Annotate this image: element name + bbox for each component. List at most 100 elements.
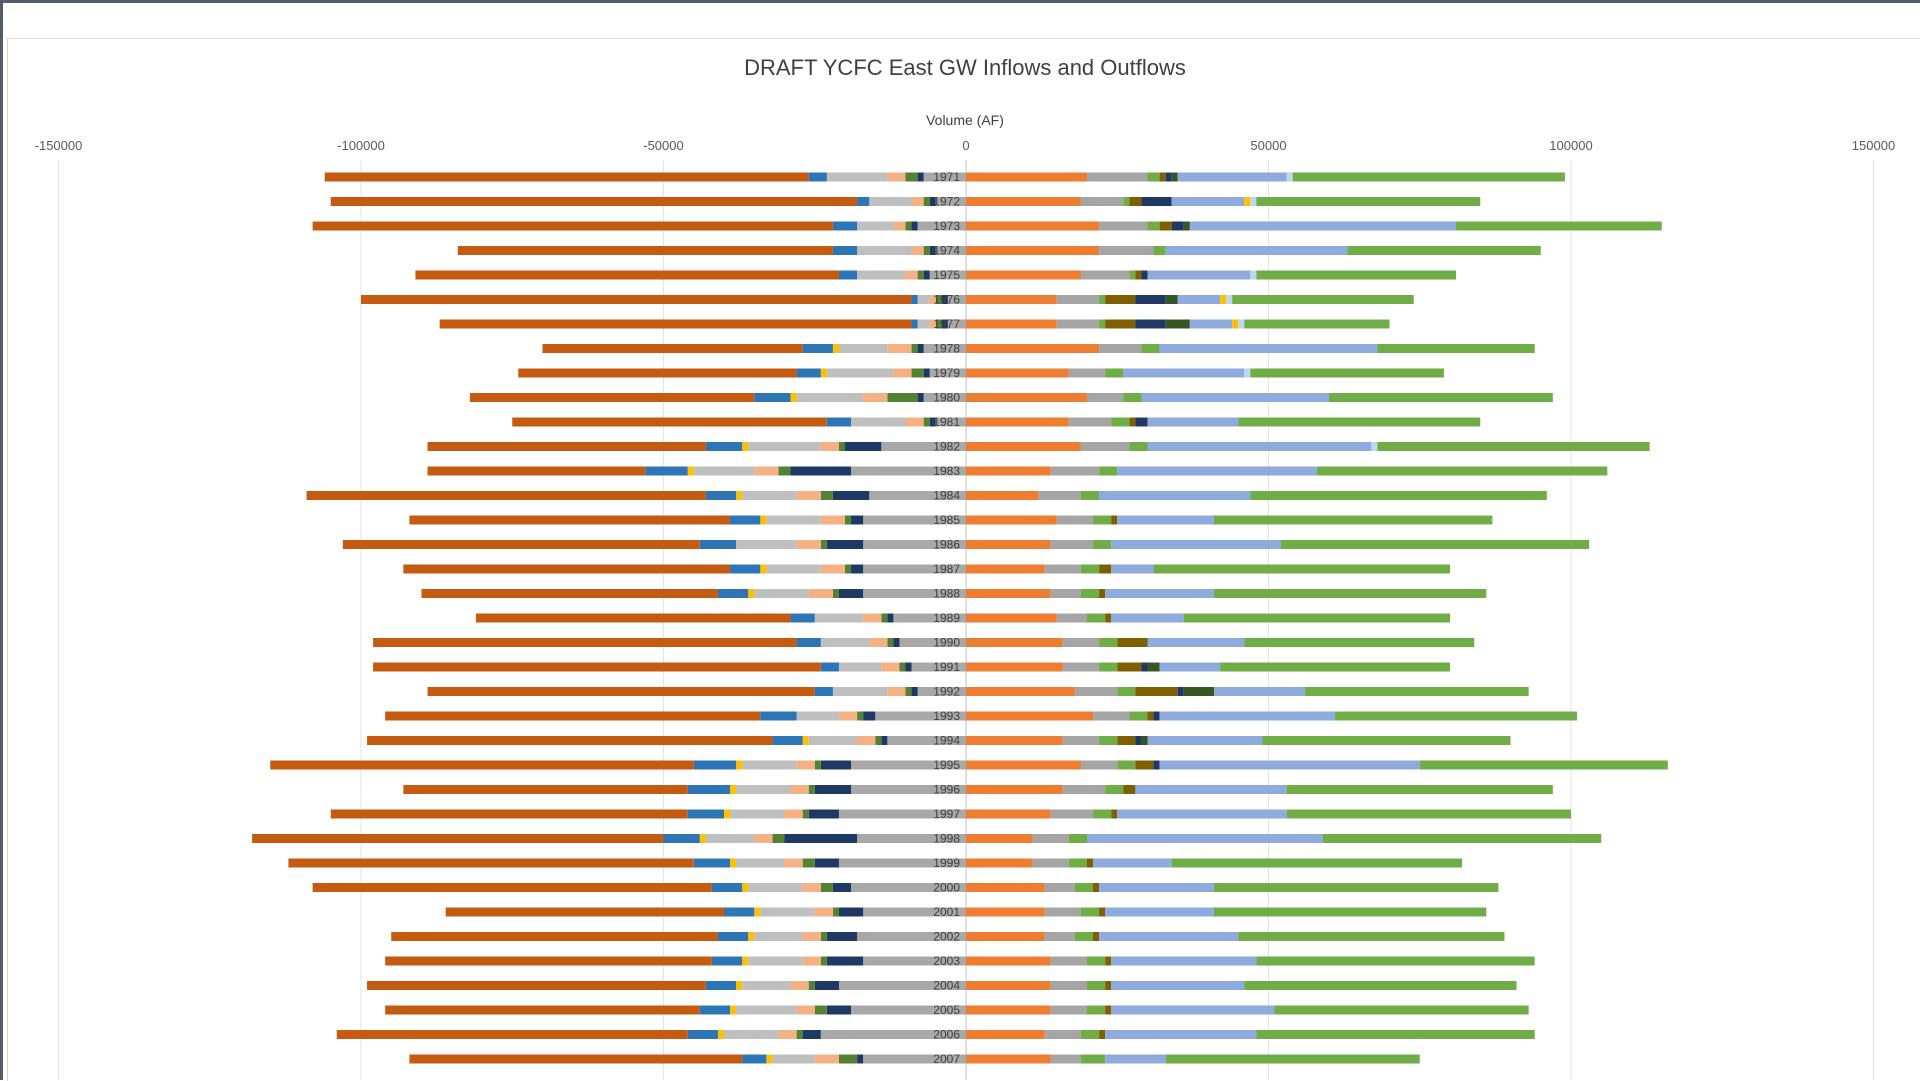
bar-segment (881, 442, 966, 451)
bar-segment (1129, 417, 1136, 427)
bar-segment (966, 736, 1063, 745)
bar-segment (1050, 956, 1087, 966)
bar-segment (838, 1054, 858, 1064)
bar-segment (1080, 907, 1100, 917)
bar-segment (832, 344, 839, 353)
bar-segment (1093, 809, 1112, 819)
bar-segment (415, 270, 839, 280)
bar-segment (1056, 295, 1100, 304)
bar-segment (1165, 246, 1348, 255)
bar-segment (1238, 319, 1245, 329)
bar-segment (1147, 711, 1154, 721)
bar-segment (863, 907, 966, 917)
bar-segment (1141, 197, 1172, 206)
bar-segment (439, 319, 912, 329)
bar-segment (1087, 834, 1323, 843)
bar-segment (693, 858, 731, 868)
bar-segment (1117, 662, 1142, 672)
bar-segment (966, 858, 1033, 868)
y-category-label: 1976 (933, 293, 960, 307)
bar-segment (851, 883, 966, 892)
bar-segment (730, 809, 785, 819)
bar-segment (1080, 589, 1100, 598)
y-category-label: 1996 (933, 783, 960, 797)
bar-segment (1322, 834, 1602, 843)
bar-segment (947, 319, 966, 329)
bar-segment (893, 638, 900, 647)
bar-segment (911, 368, 924, 378)
bar-segment (796, 711, 839, 721)
bar-segment (887, 344, 912, 353)
y-category-label: 1981 (933, 415, 960, 429)
bar-segment (857, 932, 966, 941)
bar-segment (1165, 172, 1172, 182)
bar-segment (342, 540, 700, 549)
bar-segment (373, 638, 797, 647)
bar-segment (838, 809, 966, 819)
bar-segment (966, 197, 1081, 206)
bar-segment (923, 246, 930, 255)
y-category-label: 1991 (933, 660, 960, 674)
bar-segment (966, 785, 1063, 794)
bar-segment (881, 662, 900, 672)
bar-segment (766, 515, 821, 525)
bar-segment (1220, 295, 1227, 304)
bar-segment (1105, 1054, 1166, 1064)
bar-segment (1377, 344, 1535, 353)
bar-segment (1129, 270, 1136, 280)
bar-segment (711, 883, 743, 892)
bar-segment (845, 515, 852, 525)
bar-segment (814, 907, 833, 917)
bar-segment (1117, 736, 1136, 745)
bar-segment (820, 662, 839, 672)
bar-segment (1286, 172, 1293, 182)
bar-segment (699, 834, 706, 843)
bar-segment (802, 883, 821, 892)
bar-segment (802, 736, 809, 745)
bar-segment (1274, 1005, 1529, 1015)
bar-segment (935, 246, 966, 255)
bar-segment (1129, 711, 1148, 721)
bar-segment (1177, 295, 1221, 304)
bar-segment (1141, 270, 1148, 280)
bar-segment (790, 466, 852, 476)
bar-segment (748, 956, 803, 966)
bar-segment (1087, 858, 1094, 868)
bar-segment (863, 956, 966, 966)
bar-segment (748, 883, 803, 892)
bar-segment (717, 589, 749, 598)
bar-segment (966, 344, 1100, 353)
bar-segment (1099, 736, 1118, 745)
bar-segment (911, 295, 918, 304)
bar-segment (966, 1005, 1051, 1015)
bar-segment (1068, 368, 1106, 378)
bar-segment (1032, 834, 1069, 843)
bar-segment (887, 613, 894, 623)
bar-segment (966, 932, 1045, 941)
bar-segment (1105, 1005, 1112, 1015)
bar-segment (808, 589, 833, 598)
bar-segment (875, 736, 882, 745)
bar-segment (881, 613, 888, 623)
bar-segment (1256, 956, 1535, 966)
bar-segment (1135, 760, 1154, 770)
y-category-label: 2001 (933, 905, 960, 919)
y-category-label: 1999 (933, 856, 960, 870)
y-category-label: 1973 (933, 219, 960, 233)
bar-segment (966, 981, 1051, 990)
bar-segment (917, 295, 930, 304)
bar-segment (838, 711, 858, 721)
bar-segment (1099, 466, 1118, 476)
y-category-label: 1974 (933, 244, 960, 258)
bar-segment (893, 221, 906, 231)
bar-segment (1171, 197, 1245, 206)
bar-segment (857, 711, 864, 721)
bar-segment (929, 295, 936, 304)
bar-segment (742, 491, 797, 500)
bar-segment (966, 638, 1063, 647)
bar-segment (1292, 172, 1565, 182)
bar-segment (820, 442, 839, 451)
x-tick-label: 0 (962, 138, 969, 153)
bar-segment (445, 907, 724, 917)
